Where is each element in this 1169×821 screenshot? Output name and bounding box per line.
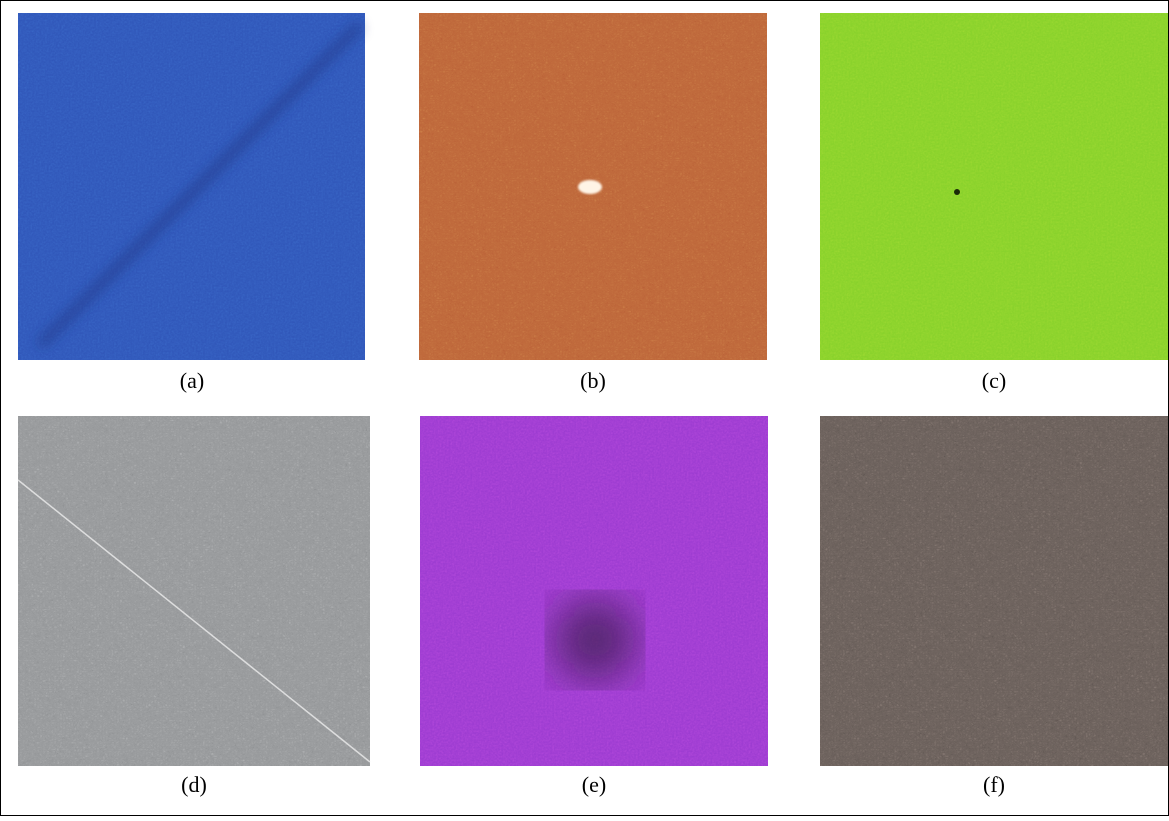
figure: (a) (b) (c) (d) (e) (f): [0, 0, 1169, 816]
caption: (d): [181, 772, 207, 797]
texture-image: [18, 13, 365, 360]
texture-image: [419, 13, 767, 360]
texture-image: [420, 416, 768, 766]
caption: (f): [983, 772, 1005, 797]
caption: (b): [580, 368, 606, 393]
caption: (c): [982, 368, 1006, 393]
texture-image: [18, 416, 370, 766]
texture-image: [820, 416, 1168, 766]
caption: (a): [180, 368, 204, 393]
texture-image: [820, 13, 1168, 360]
caption: (e): [582, 772, 606, 797]
